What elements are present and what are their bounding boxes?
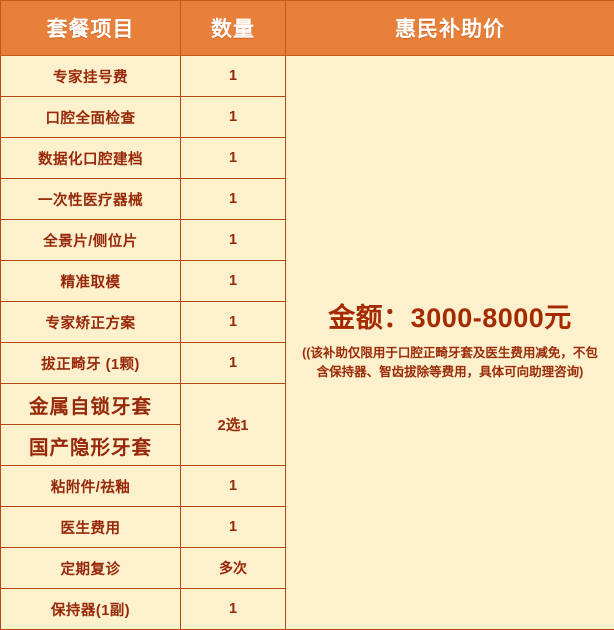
item-name: 一次性医疗器械: [1, 179, 181, 220]
price-note: ((该补助仅限用于口腔正畸牙套及医生费用减免，不包含保持器、智齿拔除等费用，具体…: [294, 344, 606, 383]
item-quantity: 1: [181, 466, 286, 507]
item-quantity: 1: [181, 56, 286, 97]
item-quantity: 1: [181, 589, 286, 630]
header-quantity: 数量: [181, 1, 286, 56]
item-name: 数据化口腔建档: [1, 138, 181, 179]
item-quantity: 1: [181, 302, 286, 343]
item-name: 粘附件/祛釉: [1, 466, 181, 507]
price-headline: 金额：3000-8000元: [294, 302, 606, 334]
item-name: 保持器(1副): [1, 589, 181, 630]
table-row: 专家挂号费 1 金额：3000-8000元 ((该补助仅限用于口腔正畸牙套及医生…: [1, 56, 614, 97]
item-name: 定期复诊: [1, 548, 181, 589]
item-quantity: 1: [181, 179, 286, 220]
header-price: 惠民补助价: [286, 1, 614, 56]
item-quantity: 1: [181, 97, 286, 138]
item-name: 国产隐形牙套: [1, 425, 181, 466]
table-header-row: 套餐项目 数量 惠民补助价: [1, 1, 614, 56]
item-name: 精准取模: [1, 261, 181, 302]
item-quantity: 1: [181, 507, 286, 548]
header-item: 套餐项目: [1, 1, 181, 56]
choice-quantity: 2选1: [181, 384, 286, 466]
item-quantity: 1: [181, 220, 286, 261]
item-quantity: 1: [181, 261, 286, 302]
item-name: 拔正畸牙 (1颗): [1, 343, 181, 384]
item-quantity: 1: [181, 343, 286, 384]
item-name: 全景片/侧位片: [1, 220, 181, 261]
item-quantity: 多次: [181, 548, 286, 589]
item-quantity: 1: [181, 138, 286, 179]
price-panel: 金额：3000-8000元 ((该补助仅限用于口腔正畸牙套及医生费用减免，不包含…: [286, 56, 614, 630]
item-name: 专家矫正方案: [1, 302, 181, 343]
item-name: 医生费用: [1, 507, 181, 548]
item-name: 口腔全面检查: [1, 97, 181, 138]
item-name: 专家挂号费: [1, 56, 181, 97]
item-name: 金属自锁牙套: [1, 384, 181, 425]
